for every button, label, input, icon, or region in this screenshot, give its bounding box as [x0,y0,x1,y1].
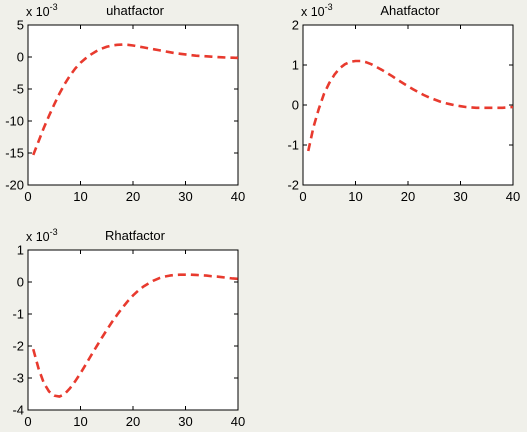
y-tick-label: -2 [12,339,24,354]
subplot-2: 0 10 20 30 40 -2 -1 0 1 2x 10-3 Ahatfactor [287,2,520,204]
subplot-title: uhatfactor [106,3,164,18]
y-tick-label: -2 [287,178,299,193]
y-exponent-power: -3 [50,2,58,12]
y-exponent-label: x 10-3 [26,227,58,244]
y-tick-label: 0 [292,98,299,113]
y-tick-label: 1 [17,243,24,258]
series-line [32,43,239,156]
y-exponent-label: x 10-3 [301,2,333,19]
x-tick-label: 40 [231,189,245,204]
x-tick-label: 40 [231,414,245,429]
x-tick-label: 30 [178,414,192,429]
x-tick-label: 20 [126,414,140,429]
y-exponent-power: -3 [325,2,333,12]
x-tick-label: 30 [453,189,467,204]
y-tick-label: 5 [17,18,24,33]
y-exponent-label: x 10-3 [26,2,58,19]
y-tick-label: 0 [17,275,24,290]
x-tick-label: 30 [178,189,192,204]
x-tick-label: 10 [348,189,362,204]
y-tick-label: 2 [292,18,299,33]
x-tick-label: 10 [73,189,87,204]
y-tick-label: -15 [5,146,24,161]
series-line [31,273,239,398]
axes-background [303,25,513,185]
axes-frame [302,24,514,186]
x-tick-label: 20 [126,189,140,204]
y-tick-label: 0 [17,50,24,65]
y-tick-label: -4 [12,403,24,418]
axes-background [28,25,238,185]
y-tick-label: -10 [5,114,24,129]
y-exponent-power: -3 [50,227,58,237]
subplot-1: 0 10 20 30 40 -20 -15 -10 -5 0 5x 10-3 uhatfactor [5,2,245,204]
axes-background [28,250,238,410]
subplot-title: Rhatfactor [105,228,166,243]
x-tick-label: 20 [401,189,415,204]
y-tick-label: -20 [5,178,24,193]
y-tick-label: 1 [292,58,299,73]
axes-frame [27,249,239,411]
x-tick-label: 40 [506,189,520,204]
y-tick-label: -5 [12,82,24,97]
y-tick-label: -1 [287,138,299,153]
axes-frame [27,24,239,186]
x-tick-label: 0 [24,414,31,429]
x-tick-label: 0 [299,189,306,204]
y-tick-label: -3 [12,371,24,386]
subplot-title: Ahatfactor [380,3,440,18]
subplot-3: 0 10 20 30 40 -4 -3 -2 -1 0 1x 10-3 Rhatfactor [12,227,245,429]
x-tick-label: 0 [24,189,31,204]
x-tick-label: 10 [73,414,87,429]
y-tick-label: -1 [12,307,24,322]
series-line [306,59,514,152]
